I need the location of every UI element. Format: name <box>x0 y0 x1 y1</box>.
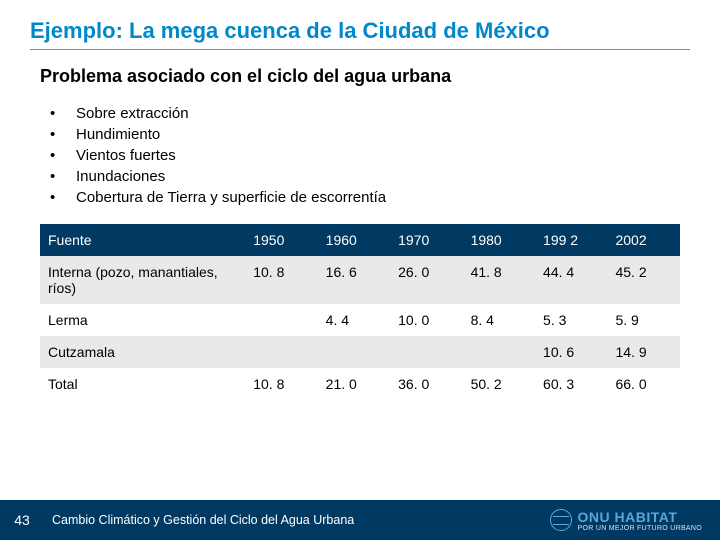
table-cell: 8. 4 <box>463 304 535 336</box>
bullet-text: Hundimiento <box>76 126 160 143</box>
table-row: Lerma 4. 410. 08. 45. 35. 9 <box>40 304 680 336</box>
table-column-header: 1950 <box>245 224 317 256</box>
footer-text: Cambio Climático y Gestión del Ciclo del… <box>44 513 550 527</box>
table-cell: 10. 8 <box>245 368 317 400</box>
table-cell: 16. 6 <box>318 256 390 304</box>
table-cell: 4. 4 <box>318 304 390 336</box>
row-label: Total <box>40 368 245 400</box>
page-number: 43 <box>0 512 44 528</box>
bullet-text: Cobertura de Tierra y superficie de esco… <box>76 189 386 206</box>
table-cell: 36. 0 <box>390 368 462 400</box>
table-cell: 26. 0 <box>390 256 462 304</box>
table-cell: 21. 0 <box>318 368 390 400</box>
table-row: Interna (pozo, manantiales, ríos)10. 816… <box>40 256 680 304</box>
row-label: Lerma <box>40 304 245 336</box>
row-label: Cutzamala <box>40 336 245 368</box>
table-cell: 60. 3 <box>535 368 607 400</box>
table-column-header: 1960 <box>318 224 390 256</box>
data-table: Fuente1950196019701980199 22002 Interna … <box>40 224 680 400</box>
table-column-header: 1970 <box>390 224 462 256</box>
list-item: •Vientos fuertes <box>50 145 680 166</box>
row-label: Interna (pozo, manantiales, ríos) <box>40 256 245 304</box>
table-cell <box>463 336 535 368</box>
list-item: •Sobre extracción <box>50 103 680 124</box>
bullet-text: Vientos fuertes <box>76 147 176 164</box>
table-cell: 50. 2 <box>463 368 535 400</box>
data-table-container: Fuente1950196019701980199 22002 Interna … <box>0 218 720 400</box>
table-cell: 5. 3 <box>535 304 607 336</box>
table-column-header: 199 2 <box>535 224 607 256</box>
logo-sub-text: POR UN MEJOR FUTURO URBANO <box>578 525 702 532</box>
footer-logo: ONU HABITAT POR UN MEJOR FUTURO URBANO <box>550 509 720 532</box>
globe-icon <box>550 509 572 531</box>
table-column-header: 1980 <box>463 224 535 256</box>
list-item: •Hundimiento <box>50 124 680 145</box>
table-cell: 66. 0 <box>607 368 680 400</box>
table-cell: 10. 8 <box>245 256 317 304</box>
table-column-header: 2002 <box>607 224 680 256</box>
table-header: Fuente1950196019701980199 22002 <box>40 224 680 256</box>
table-cell: 44. 4 <box>535 256 607 304</box>
table-cell <box>245 336 317 368</box>
table-cell <box>318 336 390 368</box>
bullet-list: •Sobre extracción •Hundimiento •Vientos … <box>0 97 720 218</box>
table-cell: 10. 0 <box>390 304 462 336</box>
slide-footer: 43 Cambio Climático y Gestión del Ciclo … <box>0 500 720 540</box>
list-item: •Inundaciones <box>50 166 680 187</box>
bullet-text: Inundaciones <box>76 168 165 185</box>
logo-main-text: ONU HABITAT <box>578 509 702 525</box>
list-item: •Cobertura de Tierra y superficie de esc… <box>50 187 680 208</box>
table-body: Interna (pozo, manantiales, ríos)10. 816… <box>40 256 680 400</box>
table-cell: 41. 8 <box>463 256 535 304</box>
table-row: Cutzamala 10. 614. 9 <box>40 336 680 368</box>
slide-subtitle: Problema asociado con el ciclo del agua … <box>0 50 720 97</box>
table-cell: 10. 6 <box>535 336 607 368</box>
slide-title: Ejemplo: La mega cuenca de la Ciudad de … <box>0 0 720 49</box>
table-column-header: Fuente <box>40 224 245 256</box>
table-cell: 14. 9 <box>607 336 680 368</box>
table-row: Total10. 821. 036. 050. 260. 366. 0 <box>40 368 680 400</box>
table-cell <box>245 304 317 336</box>
table-cell <box>390 336 462 368</box>
bullet-text: Sobre extracción <box>76 105 189 122</box>
table-cell: 45. 2 <box>607 256 680 304</box>
table-cell: 5. 9 <box>607 304 680 336</box>
